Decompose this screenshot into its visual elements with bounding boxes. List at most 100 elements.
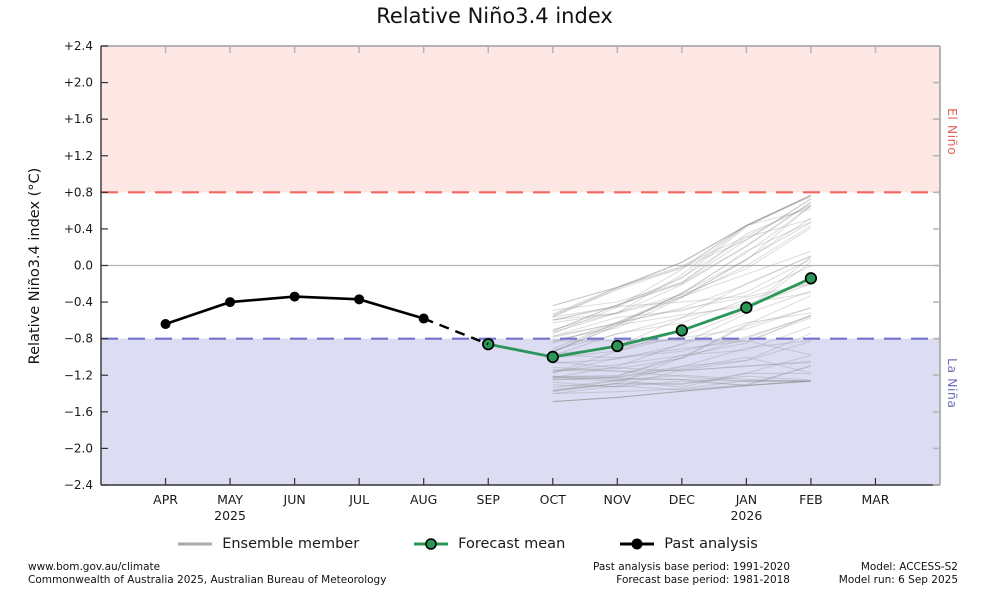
footer-base-periods: Past analysis base period: 1991-2020 For… — [593, 561, 790, 587]
ensemble-member-line — [552, 369, 811, 382]
y-tick-label: +1.6 — [64, 112, 93, 126]
ensemble-member-line — [552, 205, 812, 353]
ensemble-member-line — [552, 356, 812, 380]
y-tick-label: −1.2 — [64, 368, 93, 382]
ensemble-member-line — [552, 208, 812, 318]
ensemble-member-line — [552, 198, 812, 317]
ensemble-member-line — [552, 317, 812, 342]
y-tick-label: −2.4 — [64, 478, 93, 492]
la-nina-band-label: La Niña — [945, 358, 960, 409]
y-tick-label: 0.0 — [74, 259, 93, 273]
ensemble-member-line — [552, 360, 811, 372]
x-tick-label: MAR — [861, 492, 889, 507]
footer-copyright: Commonwealth of Australia 2025, Australi… — [28, 574, 387, 586]
ensemble-member-line — [552, 194, 812, 316]
forecast-mean-point — [740, 301, 753, 314]
past-analysis-marker-icon — [620, 538, 655, 550]
ensemble-member-line — [552, 217, 812, 353]
forecast-mean-point — [675, 324, 688, 337]
ensemble-member-line — [552, 201, 812, 332]
forecast-mean-line — [487, 277, 812, 359]
x-tick-label: SEP — [477, 492, 501, 507]
ensemble-member-line — [552, 354, 812, 391]
ensemble-member-line — [552, 380, 811, 388]
ensemble-member-line — [552, 339, 811, 382]
chart-title: Relative Niño3.4 index — [376, 4, 613, 28]
y-tick-label: −0.8 — [64, 332, 93, 346]
footer-left: www.bom.gov.au/climate Commonwealth of A… — [28, 561, 386, 587]
x-tick-label: MAY — [217, 492, 243, 507]
x-tick-label: JUN — [283, 492, 306, 507]
x-tick-label: JAN — [735, 492, 757, 507]
ensemble-member-line — [552, 315, 812, 374]
legend-item-past-analysis: Past analysis — [619, 536, 758, 552]
ensemble-member-line — [552, 365, 812, 395]
x-tick-label: OCT — [540, 492, 567, 507]
legend-label: Ensemble member — [222, 536, 360, 552]
x-year-label: 2026 — [730, 508, 762, 523]
la-nina-band — [101, 338, 940, 485]
ensemble-member-line — [552, 376, 811, 387]
y-tick-label: +2.4 — [64, 39, 93, 53]
ensemble-member-line — [552, 202, 812, 321]
y-tick-label: +2.0 — [64, 76, 93, 90]
legend: Ensemble member Forecast mean Past analy… — [0, 532, 935, 556]
forecast-mean-point — [546, 350, 559, 364]
ensemble-member-line — [552, 194, 812, 333]
past-analysis-point — [160, 319, 171, 330]
ensemble-member-line — [552, 379, 811, 394]
x-tick-label: JUL — [348, 492, 369, 507]
ensemble-member-line — [552, 218, 812, 321]
ensemble-member-line — [552, 204, 812, 344]
el-nino-band — [101, 46, 940, 193]
legend-item-ensemble-member: Ensemble member — [177, 536, 359, 552]
ensemble-member-line — [552, 194, 812, 321]
ensemble-member-line — [552, 315, 812, 371]
ensemble-member-line — [552, 283, 812, 357]
el-nino-band-label: El Niño — [945, 108, 960, 156]
x-tick-label: DEC — [669, 492, 696, 507]
ensemble-member-line — [552, 258, 812, 337]
ensemble-member-line — [552, 227, 812, 330]
ensemble-member-line — [552, 221, 812, 353]
ensemble-lines — [552, 194, 812, 403]
ensemble-member-line — [552, 314, 812, 372]
y-tick-label: +0.4 — [64, 222, 93, 236]
ensemble-member-line — [552, 225, 812, 337]
y-tick-label: −1.6 — [64, 405, 93, 419]
ensemble-member-line — [552, 194, 812, 335]
ensemble-member-line — [552, 360, 811, 372]
legend-label: Forecast mean — [458, 536, 566, 552]
legend-item-forecast-mean: Forecast mean — [413, 536, 565, 552]
x-tick-label: NOV — [604, 492, 632, 507]
x-tick-label: AUG — [410, 492, 437, 507]
ensemble-member-line — [552, 204, 812, 315]
ensemble-member-line — [552, 372, 811, 389]
past-analysis-base-period: Past analysis base period: 1991-2020 — [593, 561, 790, 573]
footer-url: www.bom.gov.au/climate — [28, 561, 161, 573]
ensemble-member-line — [552, 198, 812, 311]
model-name: Model: ACCESS-S2 — [860, 561, 958, 573]
model-run-date: Model run: 6 Sep 2025 — [838, 574, 958, 586]
ensemble-member-line — [552, 332, 812, 388]
past-analysis-point — [289, 291, 300, 302]
forecast-base-period: Forecast base period: 1981-2018 — [616, 574, 790, 586]
x-tick-label: APR — [153, 492, 178, 507]
ensemble-member-line — [552, 340, 812, 381]
ensemble-member-line — [552, 375, 811, 393]
ensemble-member-line — [552, 282, 812, 338]
ensemble-member-line — [552, 374, 811, 391]
ensemble-member-line — [552, 196, 812, 307]
analysis-forecast-connector — [423, 317, 489, 346]
past-analysis-point — [225, 297, 236, 308]
y-tick-label: −0.4 — [64, 295, 93, 309]
ensemble-member-line — [552, 295, 812, 391]
ensemble-member-line — [552, 222, 812, 341]
ensemble-member-line — [552, 380, 811, 403]
y-tick-label: −2.0 — [64, 441, 93, 455]
ensemble-member-line — [552, 255, 812, 350]
ensemble-member-line — [552, 376, 811, 382]
ensemble-member-line — [552, 265, 812, 318]
